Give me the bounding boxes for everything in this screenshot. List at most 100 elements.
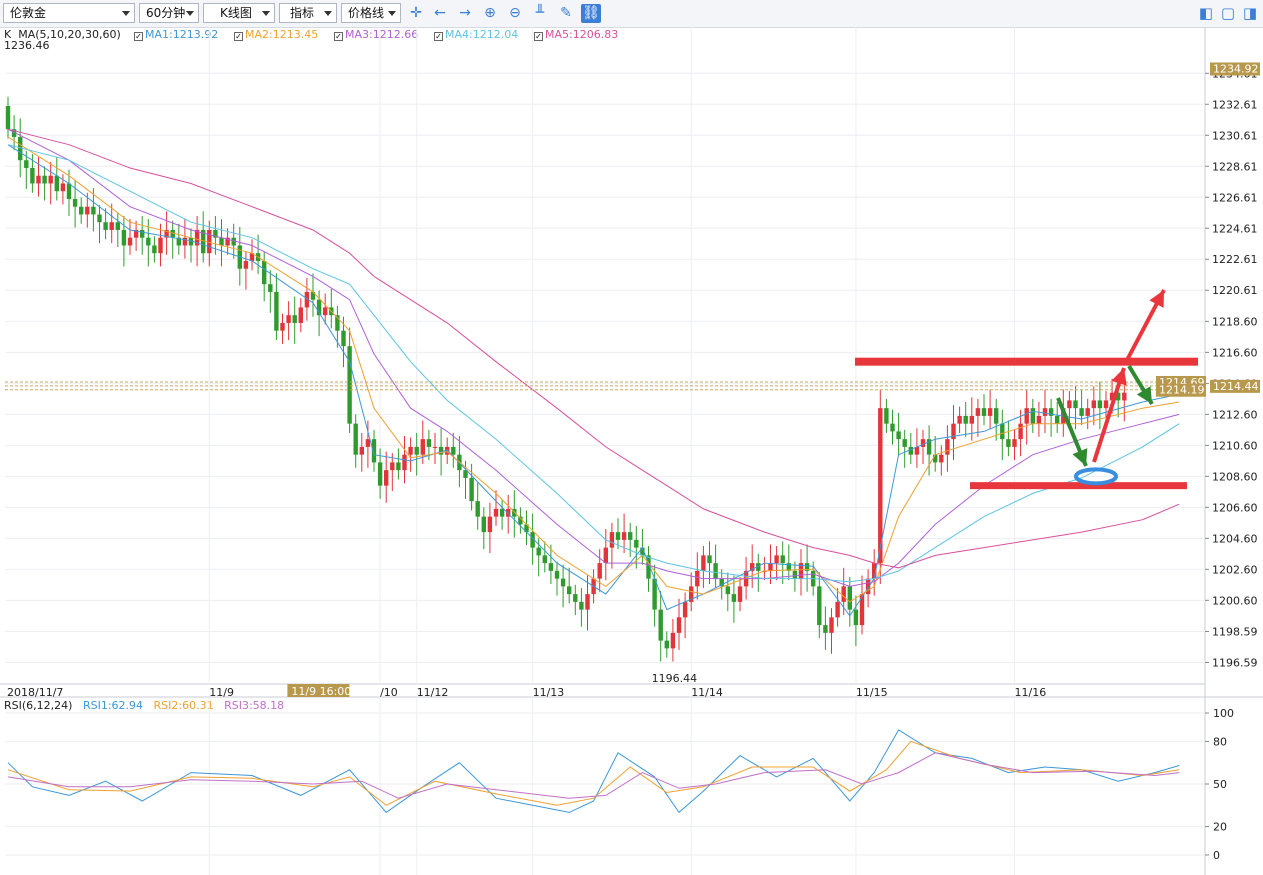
- candle-body: [804, 563, 810, 571]
- candle-body: [11, 129, 17, 137]
- candle-body: [353, 423, 358, 455]
- candle-body: [85, 206, 90, 215]
- bar-chart-icon[interactable]: ╨: [535, 5, 545, 21]
- candle-body: [933, 454, 938, 463]
- candle-body: [1042, 408, 1048, 416]
- candle-body: [286, 315, 291, 323]
- indicator-select[interactable]: 指标: [279, 3, 337, 23]
- candle-body: [329, 307, 334, 316]
- candle-body: [182, 237, 188, 246]
- layout-left-icon[interactable]: ◧: [1198, 4, 1214, 22]
- candle-body: [939, 454, 944, 463]
- candle-body: [335, 315, 340, 331]
- candle-body: [249, 253, 255, 261]
- candle-body: [347, 346, 352, 424]
- candle-body: [554, 570, 560, 579]
- candle-body: [987, 408, 993, 416]
- candle-body: [1048, 408, 1054, 416]
- symbol-select-value: 伦敦金: [10, 6, 47, 20]
- candle-body: [231, 237, 236, 246]
- candle-body: [621, 532, 627, 540]
- x-tick-label: 11/13: [533, 686, 565, 699]
- layout-right-icon[interactable]: ◨: [1242, 4, 1258, 22]
- candle-body: [536, 547, 541, 556]
- candle-body: [585, 594, 590, 610]
- checkbox-icon[interactable]: ✓: [134, 32, 143, 41]
- x-tick-label: 2018/11/7: [7, 686, 63, 699]
- candle-body: [371, 439, 377, 463]
- ma-legend-4[interactable]: ✓ MA4:1212.04: [434, 28, 518, 41]
- zoom-in-icon[interactable]: ⊕: [484, 5, 496, 21]
- candle-body: [1116, 392, 1121, 401]
- rsi3-value: RSI3:58.18: [224, 699, 285, 712]
- pen-icon[interactable]: ✎: [560, 5, 572, 21]
- period-select[interactable]: 60分钟: [139, 3, 199, 23]
- low-price-label: 1196.44: [652, 672, 698, 685]
- layout-full-icon[interactable]: ▢: [1220, 4, 1236, 22]
- price-tag-label: 1214.19: [1159, 384, 1205, 397]
- ma-params: MA(5,10,20,30,60): [18, 28, 121, 41]
- rsi-tick-label: 50: [1213, 778, 1227, 791]
- candle-body: [384, 470, 389, 486]
- candle-body: [750, 563, 755, 571]
- arrow-right-icon[interactable]: →: [459, 5, 471, 21]
- candle-body: [91, 206, 96, 215]
- ma-legend-3[interactable]: ✓ MA3:1212.66: [334, 28, 418, 41]
- resistance-line: [855, 357, 1198, 366]
- indicator-value: 指标: [290, 6, 315, 20]
- candle-body: [695, 570, 700, 587]
- candle-body: [1122, 392, 1127, 401]
- zoom-out-icon[interactable]: ⊖: [509, 5, 521, 21]
- ma-legend-1[interactable]: ✓ MA1:1213.92: [134, 28, 218, 41]
- candle-body: [445, 446, 450, 455]
- price-tag-label: 1214.44: [1213, 380, 1259, 393]
- candle-body: [865, 578, 871, 595]
- price-line-value: 价格线: [348, 6, 385, 20]
- arrow-left-icon[interactable]: ←: [434, 5, 446, 21]
- y-tick-label: 1216.60: [1212, 346, 1258, 359]
- checkbox-icon[interactable]: ✓: [434, 32, 443, 41]
- y-tick-label: 1226.61: [1212, 191, 1258, 204]
- chart-type-select[interactable]: K线图: [203, 3, 275, 23]
- price-line-select[interactable]: 价格线: [341, 3, 401, 23]
- candle-body: [518, 516, 523, 525]
- candle-body: [268, 284, 273, 292]
- y-tick-label: 1230.61: [1212, 129, 1258, 142]
- candle-body: [969, 415, 974, 424]
- rsi-line-rsi3: [7, 752, 1180, 799]
- candle-body: [201, 229, 206, 254]
- link-icon[interactable]: ⛓: [581, 4, 601, 23]
- toolbar: 伦敦金 60分钟 K线图 指标 价格线 ✛ ← → ⊕ ⊖ ╨ ✎ ⛓ ◧ ▢ …: [0, 0, 1263, 28]
- candle-body: [493, 508, 499, 517]
- candle-body: [829, 617, 834, 633]
- candle-body: [255, 253, 261, 261]
- y-tick-label: 1196.59: [1212, 656, 1258, 669]
- checkbox-icon[interactable]: ✓: [334, 32, 343, 41]
- candle-body: [1036, 415, 1042, 424]
- candle-body: [567, 586, 572, 595]
- candle-body: [890, 423, 895, 432]
- candle-body: [140, 229, 145, 238]
- candle-body: [640, 547, 645, 556]
- symbol-select[interactable]: 伦敦金: [3, 3, 135, 23]
- down-arrow-head: [1072, 448, 1088, 466]
- k-label: K: [4, 28, 12, 41]
- ma-legend-2[interactable]: ✓ MA2:1213.45: [234, 28, 318, 41]
- ma4-value: MA4:1212.04: [445, 28, 519, 41]
- candle-body: [115, 222, 120, 230]
- breakout-arrow: [1092, 367, 1126, 463]
- y-tick-label: 1232.61: [1212, 98, 1258, 111]
- checkbox-icon[interactable]: ✓: [234, 32, 243, 41]
- candle-body: [1055, 415, 1060, 424]
- crosshair-icon[interactable]: ✛: [410, 5, 422, 21]
- checkbox-icon[interactable]: ✓: [534, 32, 543, 41]
- candle-body: [658, 609, 663, 641]
- y-tick-label: 1202.60: [1212, 563, 1258, 576]
- candle-body: [1073, 400, 1078, 409]
- candle-body: [628, 532, 633, 540]
- ma-legend-5[interactable]: ✓ MA5:1206.83: [534, 28, 618, 41]
- candle-body: [274, 291, 279, 331]
- candle-body: [902, 439, 907, 447]
- y-tick-label: 1204.60: [1212, 532, 1258, 545]
